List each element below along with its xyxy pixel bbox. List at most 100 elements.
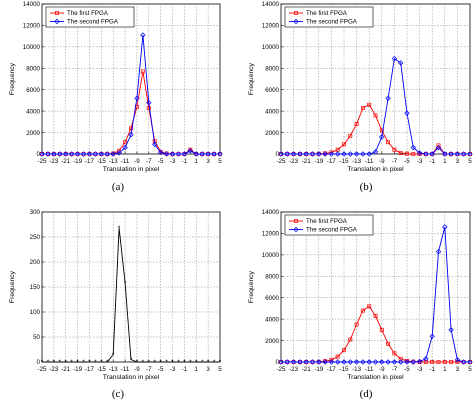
data-point bbox=[290, 151, 297, 157]
data-point: * bbox=[189, 359, 192, 366]
x-tick-label: -23 bbox=[289, 158, 299, 165]
data-point bbox=[372, 149, 379, 155]
data-point bbox=[211, 151, 217, 157]
y-tick-label: 8000 bbox=[265, 65, 279, 72]
data-point: * bbox=[177, 359, 180, 366]
data-point bbox=[442, 151, 448, 157]
data-point bbox=[140, 32, 146, 38]
data-point bbox=[342, 142, 346, 147]
data-point bbox=[187, 148, 194, 154]
y-tick-label: 6000 bbox=[265, 295, 279, 302]
x-axis-label: Translation in pixel bbox=[347, 374, 404, 381]
x-tick-label: -23 bbox=[289, 366, 299, 373]
data-point bbox=[398, 359, 404, 365]
y-tick-label: 2000 bbox=[26, 130, 40, 137]
data-point bbox=[329, 357, 334, 362]
x-tick-label: -9 bbox=[134, 158, 140, 165]
series-line bbox=[42, 35, 220, 155]
data-point bbox=[309, 359, 316, 365]
x-tick-label: -1 bbox=[429, 158, 435, 165]
x-tick-label: -11 bbox=[121, 366, 130, 373]
data-point bbox=[348, 337, 353, 342]
data-point bbox=[385, 95, 391, 101]
data-point bbox=[454, 357, 461, 363]
data-point bbox=[193, 151, 199, 157]
data-point bbox=[303, 151, 309, 157]
x-tick-label: -7 bbox=[146, 366, 152, 373]
data-point: * bbox=[76, 359, 79, 366]
data-point bbox=[297, 359, 303, 365]
data-point bbox=[342, 348, 346, 353]
legend-marker bbox=[294, 11, 298, 15]
data-point: * bbox=[112, 352, 115, 359]
data-point bbox=[290, 359, 297, 365]
data-point: * bbox=[82, 359, 85, 366]
data-point bbox=[68, 151, 75, 157]
data-point bbox=[391, 359, 398, 365]
x-tick-label: -9 bbox=[379, 158, 385, 165]
data-point bbox=[392, 351, 397, 356]
data-point bbox=[398, 60, 404, 66]
data-point bbox=[448, 151, 454, 157]
data-point bbox=[461, 359, 467, 365]
data-point bbox=[74, 151, 81, 157]
legend-marker bbox=[54, 18, 60, 25]
data-point bbox=[152, 141, 158, 148]
x-tick-label: -25 bbox=[38, 158, 48, 165]
data-point bbox=[423, 360, 428, 364]
data-point bbox=[347, 359, 353, 365]
x-tick-label: -19 bbox=[314, 366, 324, 373]
x-tick-label: -17 bbox=[85, 158, 95, 165]
data-point bbox=[455, 360, 460, 364]
data-point bbox=[449, 360, 454, 364]
data-point: * bbox=[124, 280, 127, 287]
legend-marker bbox=[293, 226, 299, 233]
data-point bbox=[80, 151, 87, 157]
data-point bbox=[454, 151, 461, 157]
panel-caption: (a) bbox=[112, 181, 125, 193]
series-line bbox=[281, 57, 470, 155]
y-axis-label: Frequency bbox=[248, 270, 255, 303]
data-point: * bbox=[130, 357, 133, 364]
data-point bbox=[98, 151, 105, 157]
data-point bbox=[284, 151, 290, 157]
x-tick-label: -17 bbox=[327, 158, 337, 165]
legend-box bbox=[284, 214, 374, 236]
data-point bbox=[92, 151, 99, 157]
x-tick-label: -1 bbox=[182, 158, 188, 165]
data-point bbox=[163, 151, 170, 157]
x-tick-label: -21 bbox=[302, 366, 312, 373]
data-point bbox=[335, 354, 340, 359]
x-tick-label: -5 bbox=[404, 366, 410, 373]
y-tick-label: 100 bbox=[30, 309, 41, 316]
data-point bbox=[128, 132, 134, 138]
data-point bbox=[411, 152, 416, 156]
legend-box bbox=[284, 6, 374, 28]
x-tick-label: -25 bbox=[277, 366, 287, 373]
x-tick-label: -23 bbox=[49, 366, 59, 373]
data-point bbox=[379, 128, 384, 133]
data-point bbox=[86, 151, 93, 157]
data-point bbox=[63, 151, 69, 157]
panel-caption: (c) bbox=[112, 388, 125, 400]
y-axis-label: Frequency bbox=[248, 62, 255, 95]
y-tick-label: 10000 bbox=[23, 44, 41, 51]
data-point bbox=[316, 151, 322, 157]
y-tick-label: 4000 bbox=[26, 108, 40, 115]
y-tick-label: 6000 bbox=[265, 87, 279, 94]
x-tick-label: -21 bbox=[61, 366, 71, 373]
x-tick-label: -15 bbox=[97, 158, 107, 165]
y-tick-label: 12000 bbox=[262, 231, 280, 238]
x-tick-label: 5 bbox=[218, 158, 222, 165]
legend-label: The first FPGA bbox=[306, 10, 348, 17]
data-point bbox=[116, 150, 122, 156]
x-tick-label: 3 bbox=[456, 366, 460, 373]
y-tick-label: 2000 bbox=[265, 130, 279, 137]
data-point bbox=[360, 151, 366, 157]
data-point bbox=[367, 304, 372, 309]
y-tick-label: 150 bbox=[30, 284, 41, 291]
x-tick-label: 1 bbox=[195, 158, 199, 165]
x-tick-label: -7 bbox=[392, 158, 398, 165]
data-point: * bbox=[171, 359, 174, 366]
data-point bbox=[442, 224, 448, 230]
